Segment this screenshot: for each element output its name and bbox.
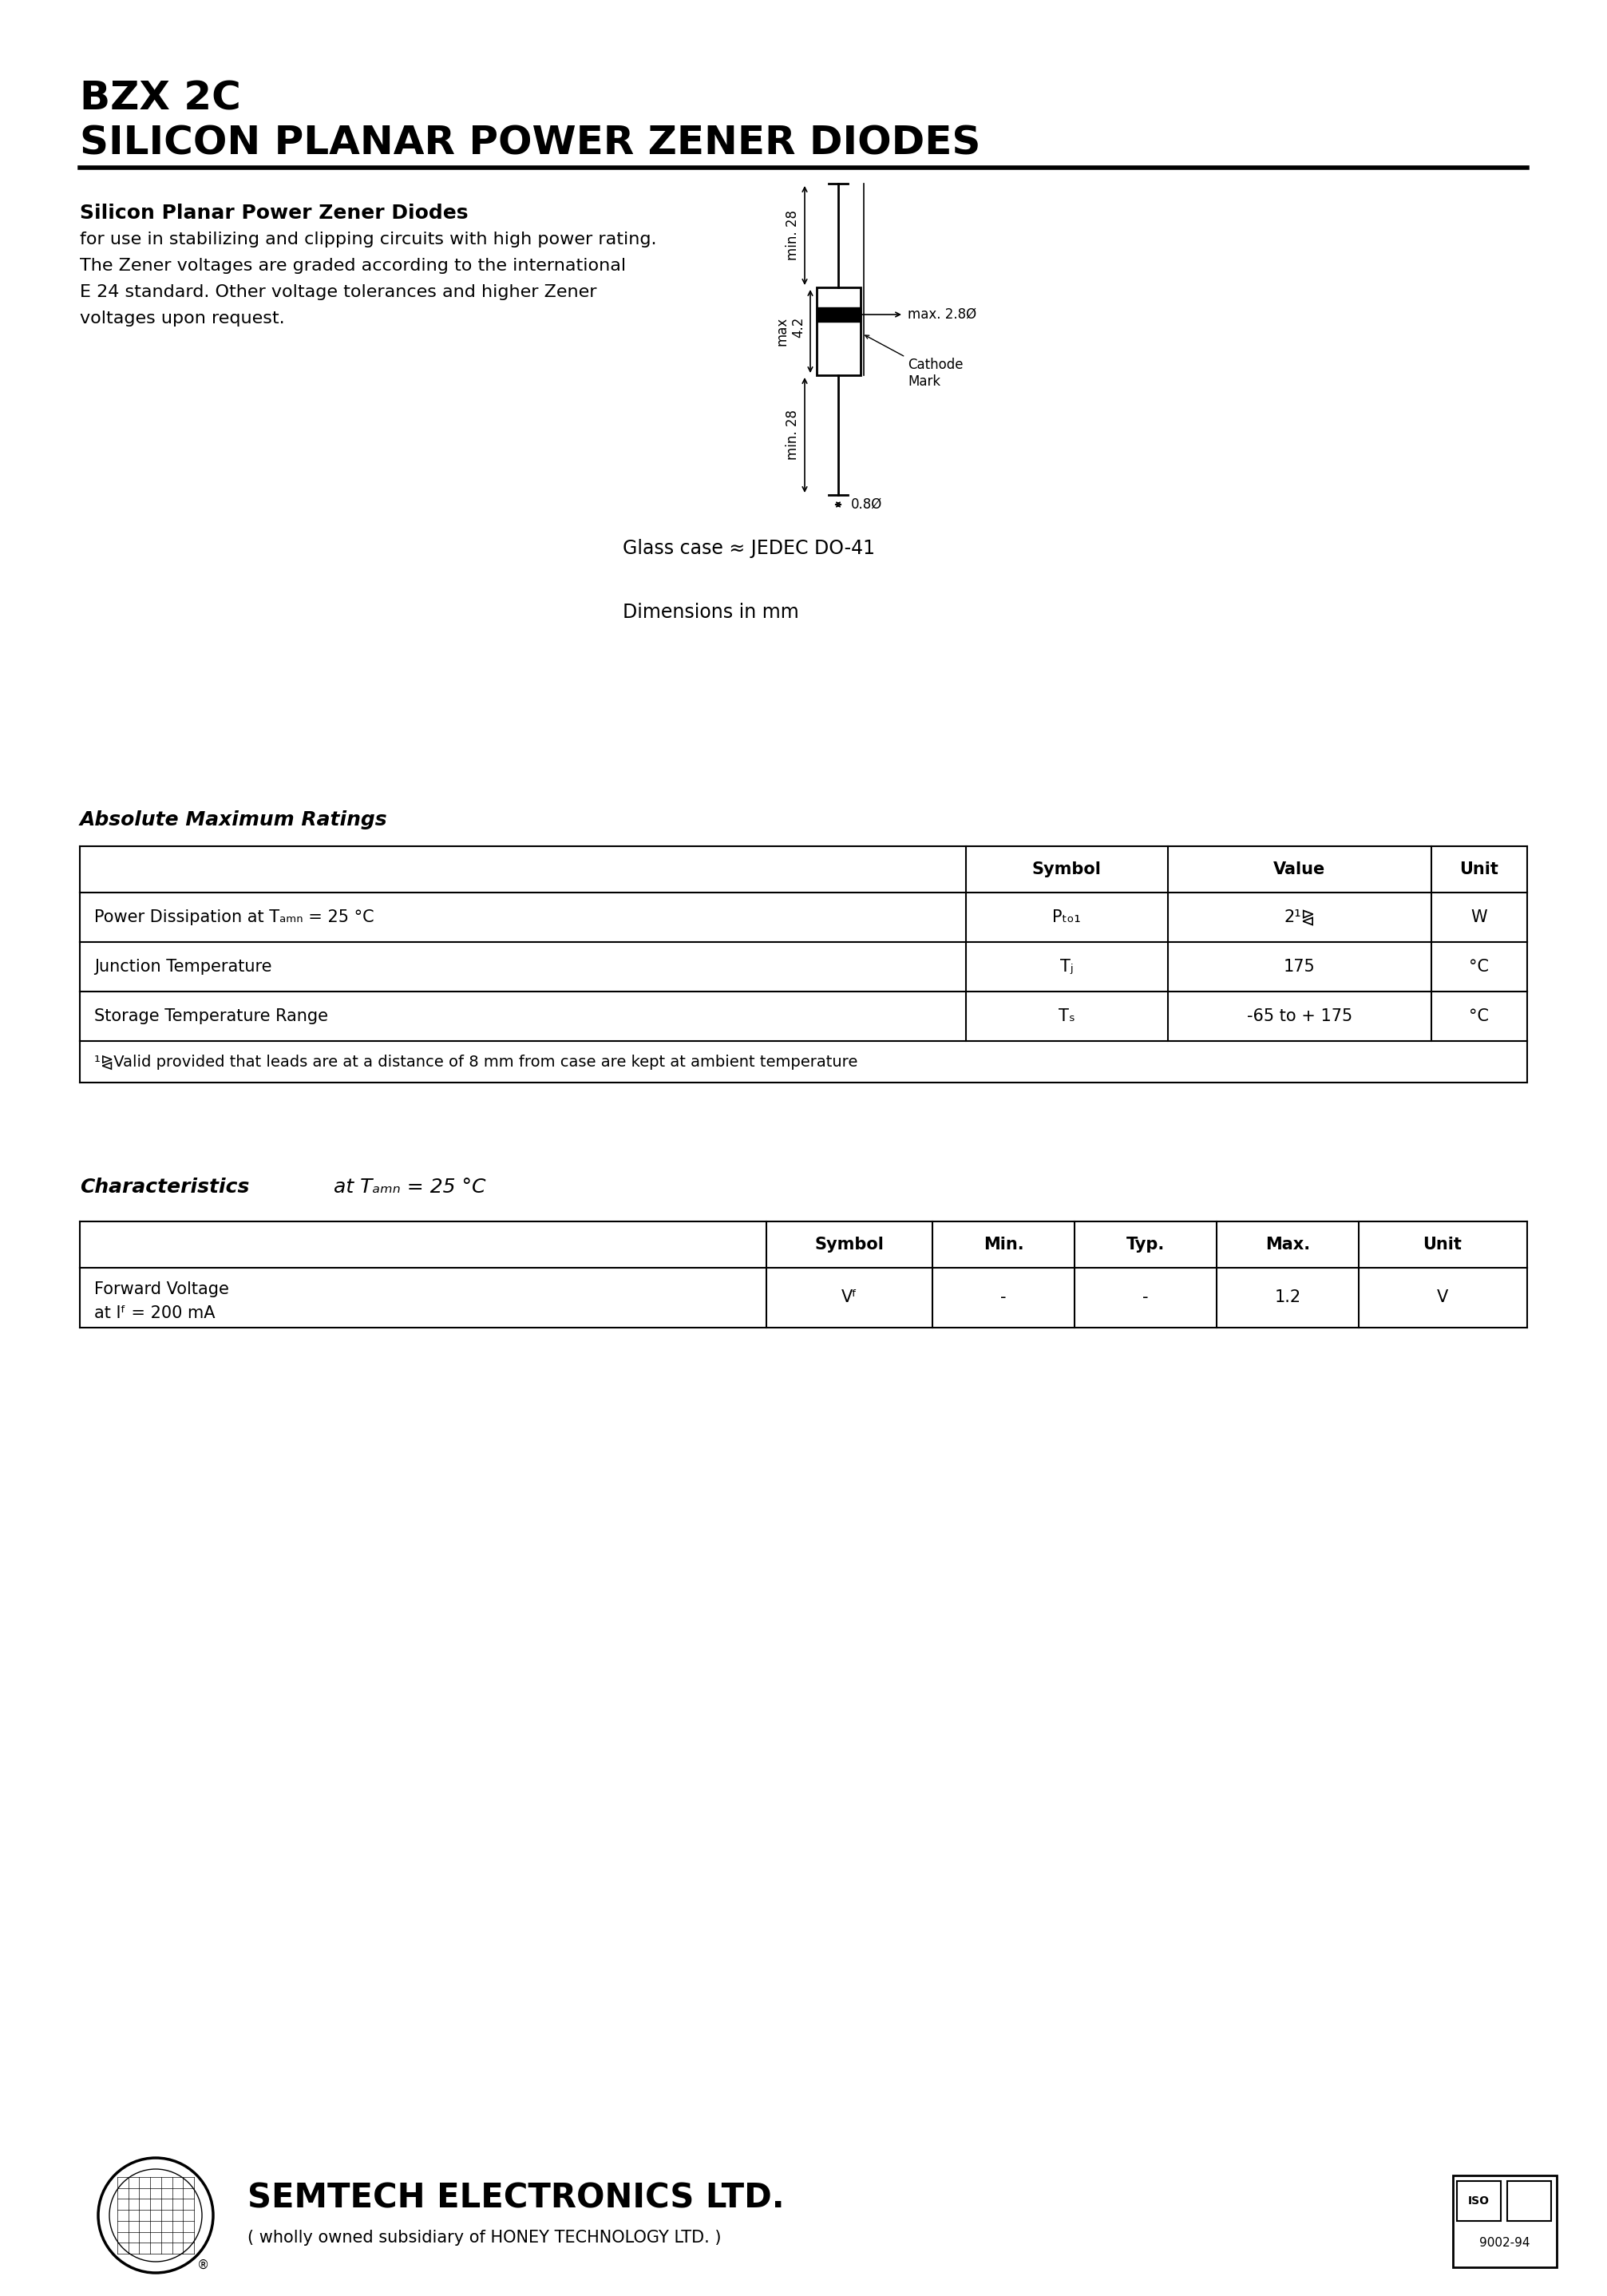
Text: -: - [1001,1290,1006,1304]
Text: Power Dissipation at Tₐₘₙ = 25 °C: Power Dissipation at Tₐₘₙ = 25 °C [95,909,374,925]
Text: Symbol: Symbol [815,1238,884,1254]
Text: Vᶠ: Vᶠ [840,1290,858,1304]
Text: voltages upon request.: voltages upon request. [80,310,284,326]
Bar [1458,2181,1501,2220]
Text: -65 to + 175: -65 to + 175 [1247,1008,1353,1024]
Text: Glass case ≈ JEDEC DO-41: Glass case ≈ JEDEC DO-41 [622,540,874,558]
Text: Tⱼ: Tⱼ [1061,960,1073,976]
Text: °C: °C [1469,960,1490,976]
Text: The Zener voltages are graded according to the international: The Zener voltages are graded according … [80,257,627,273]
Text: Forward Voltage: Forward Voltage [95,1281,230,1297]
Text: SILICON PLANAR POWER ZENER DIODES: SILICON PLANAR POWER ZENER DIODES [80,124,980,163]
Text: 175: 175 [1284,960,1316,976]
Text: 0.8Ø: 0.8Ø [852,498,882,512]
Text: Value: Value [1274,861,1326,877]
Text: Junction Temperature: Junction Temperature [95,960,272,976]
Text: min. 28: min. 28 [786,411,800,459]
Text: Symbol: Symbol [1032,861,1101,877]
Text: Pₜₒ₁: Pₜₒ₁ [1053,909,1082,925]
Text: °C: °C [1469,1008,1490,1024]
Text: Cathode
Mark: Cathode Mark [865,335,963,388]
Text: Dimensions in mm: Dimensions in mm [622,604,799,622]
Text: Characteristics: Characteristics [80,1178,249,1196]
Text: Silicon Planar Power Zener Diodes: Silicon Planar Power Zener Diodes [80,204,468,223]
Text: Tₛ: Tₛ [1059,1008,1075,1024]
Text: at Iᶠ = 200 mA: at Iᶠ = 200 mA [95,1304,215,1320]
Text: Unit: Unit [1459,861,1499,877]
Text: Max.: Max. [1265,1238,1310,1254]
Text: max. 2.8Ø: max. 2.8Ø [908,308,977,321]
Bar [1507,2181,1551,2220]
Text: 1.2: 1.2 [1274,1290,1302,1304]
Text: for use in stabilizing and clipping circuits with high power rating.: for use in stabilizing and clipping circ… [80,232,657,248]
Text: ¹⧎Valid provided that leads are at a distance of 8 mm from case are kept at ambi: ¹⧎Valid provided that leads are at a dis… [95,1054,858,1070]
Text: max
4.2: max 4.2 [775,317,805,347]
Text: ( wholly owned subsidiary of HONEY TECHNOLOGY LTD. ): ( wholly owned subsidiary of HONEY TECHN… [247,2229,722,2245]
Text: ISO: ISO [1467,2195,1490,2206]
Text: V: V [1437,1290,1448,1304]
Text: min. 28: min. 28 [786,211,800,262]
Bar [816,308,861,321]
Text: Typ.: Typ. [1127,1238,1165,1254]
Text: E 24 standard. Other voltage tolerances and higher Zener: E 24 standard. Other voltage tolerances … [80,285,596,301]
Text: Storage Temperature Range: Storage Temperature Range [95,1008,328,1024]
Text: BZX 2C: BZX 2C [80,80,241,117]
Text: Unit: Unit [1424,1238,1462,1254]
Bar [1453,2174,1557,2266]
Text: Min.: Min. [983,1238,1024,1254]
Text: 2¹⧎: 2¹⧎ [1284,909,1315,925]
Text: 9002-94: 9002-94 [1480,2236,1530,2250]
Text: ®: ® [198,2259,209,2271]
Text: W: W [1470,909,1488,925]
Bar [816,287,861,374]
Text: Absolute Maximum Ratings: Absolute Maximum Ratings [80,810,387,829]
Text: SEMTECH ELECTRONICS LTD.: SEMTECH ELECTRONICS LTD. [247,2181,784,2216]
Text: -: - [1143,1290,1149,1304]
Text: at Tₐₘₙ = 25 °C: at Tₐₘₙ = 25 °C [328,1178,485,1196]
